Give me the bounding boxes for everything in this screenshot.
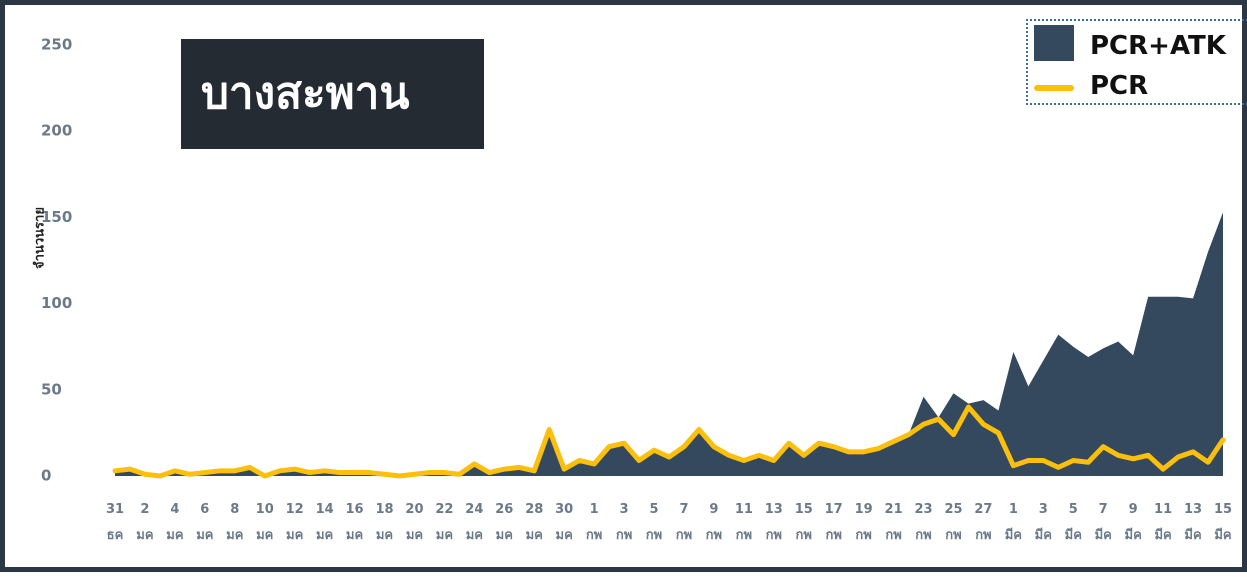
area <box>115 212 1223 476</box>
x-tick-label: 26 มค <box>495 502 514 543</box>
x-tick-label: 17 กพ <box>824 502 843 543</box>
x-tick-label: 28 มค <box>525 502 544 543</box>
x-tick-label: 10 มค <box>255 502 274 543</box>
y-tick-label: 50 <box>41 380 62 398</box>
x-tick-label: 30 มค <box>555 502 574 543</box>
x-tick-label: 7 มีค <box>1094 502 1112 543</box>
x-tick-label: 14 มค <box>315 502 334 543</box>
y-axis-label: จำนวนราย <box>32 207 48 269</box>
x-tick-label: 1 มีค <box>1004 502 1022 543</box>
x-tick-label: 5 กพ <box>645 502 663 543</box>
y-tick-label: 0 <box>41 467 51 485</box>
x-tick-label: 4 มค <box>166 502 184 543</box>
x-tick-label: 5 มีค <box>1064 502 1082 543</box>
x-tick-label: 25 กพ <box>944 502 963 543</box>
x-tick-label: 3 มีค <box>1034 502 1052 543</box>
x-tick-label: 11 มีค <box>1154 502 1173 543</box>
x-tick-label: 19 กพ <box>854 502 873 543</box>
x-tick-label: 12 มค <box>285 502 304 543</box>
chart-title: บางสะพาน <box>181 39 484 149</box>
y-tick-label: 100 <box>41 294 72 312</box>
x-tick-label: 18 มค <box>375 502 394 543</box>
x-tick-label: 16 มค <box>345 502 364 543</box>
line <box>112 404 1226 479</box>
legend-swatch <box>1034 25 1074 61</box>
x-tick-label: 21 กพ <box>884 502 903 543</box>
y-tick-label: 200 <box>41 122 72 140</box>
x-tick-label: 9 มีค <box>1124 502 1142 543</box>
x-tick-label: 7 กพ <box>675 502 693 543</box>
chart: 0 50 100 150 200 250 <box>41 36 1226 485</box>
legend: PCR+ATK PCR <box>1026 19 1247 105</box>
x-tick-label: 13 มีค <box>1184 502 1203 543</box>
x-tick-label: 15 มีค <box>1213 502 1233 543</box>
x-tick-label: 23 กพ <box>914 502 933 543</box>
x-tick-label: 20 มค <box>405 502 424 543</box>
legend-swatch <box>1034 85 1074 91</box>
x-tick-label: 9 กพ <box>705 502 723 543</box>
x-tick-label: 6 มค <box>196 502 214 543</box>
x-tick-label: 22 มค <box>435 502 454 543</box>
x-tick-label: 31 ธค <box>105 502 125 543</box>
x-tick-label: 2 มค <box>136 502 154 543</box>
y-tick-label: 250 <box>41 36 72 54</box>
y-tick-label: 150 <box>41 208 72 226</box>
x-tick-label: 27 กพ <box>974 502 993 543</box>
x-tick-label: 1 กพ <box>585 502 603 543</box>
legend-label: PCR+ATK <box>1090 31 1226 61</box>
x-tick-label: 24 มค <box>465 502 484 543</box>
legend-label: PCR <box>1090 71 1149 101</box>
x-tick-label: 15 กพ <box>794 502 813 543</box>
x-tick-label: 3 กพ <box>615 502 633 543</box>
x-tick-label: 8 มค <box>226 502 244 543</box>
x-tick-label: 11 กพ <box>734 502 753 543</box>
x-tick-label: 13 กพ <box>764 502 783 543</box>
